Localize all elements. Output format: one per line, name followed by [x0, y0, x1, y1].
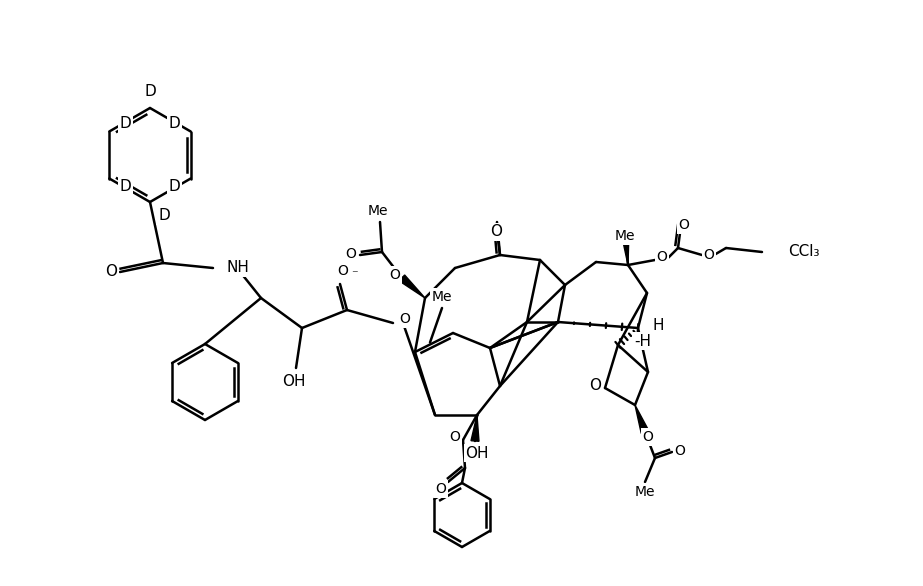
- Text: H: H: [652, 319, 664, 333]
- Text: Me: Me: [615, 229, 635, 243]
- Text: O: O: [703, 248, 714, 262]
- Text: OH: OH: [282, 373, 306, 389]
- Text: O: O: [338, 264, 349, 278]
- Text: O: O: [390, 268, 401, 282]
- Text: CCl₃: CCl₃: [788, 244, 820, 258]
- Text: O: O: [399, 312, 410, 326]
- Text: D: D: [144, 84, 156, 100]
- Text: D: D: [169, 116, 181, 131]
- Text: Me: Me: [367, 204, 389, 218]
- Text: O: O: [589, 379, 601, 394]
- Text: D: D: [119, 179, 131, 194]
- Text: O: O: [105, 264, 117, 280]
- Text: O: O: [490, 224, 502, 240]
- Text: ⁻: ⁻: [351, 268, 357, 281]
- Text: O: O: [675, 444, 686, 458]
- Text: D: D: [158, 209, 170, 223]
- Text: O: O: [345, 247, 356, 261]
- Polygon shape: [400, 275, 425, 298]
- Text: OH: OH: [465, 445, 489, 461]
- Text: Me: Me: [432, 290, 452, 304]
- Text: O: O: [450, 430, 461, 444]
- Text: D: D: [169, 179, 181, 194]
- Text: Me: Me: [635, 485, 655, 499]
- Text: -H: -H: [634, 333, 651, 349]
- Polygon shape: [635, 405, 649, 434]
- Text: O: O: [642, 430, 653, 444]
- Polygon shape: [471, 415, 479, 441]
- Text: O: O: [678, 218, 689, 232]
- Polygon shape: [621, 231, 629, 265]
- Text: NH: NH: [227, 261, 250, 275]
- Text: O: O: [656, 250, 667, 264]
- Text: O: O: [436, 482, 447, 496]
- Text: D: D: [119, 116, 131, 131]
